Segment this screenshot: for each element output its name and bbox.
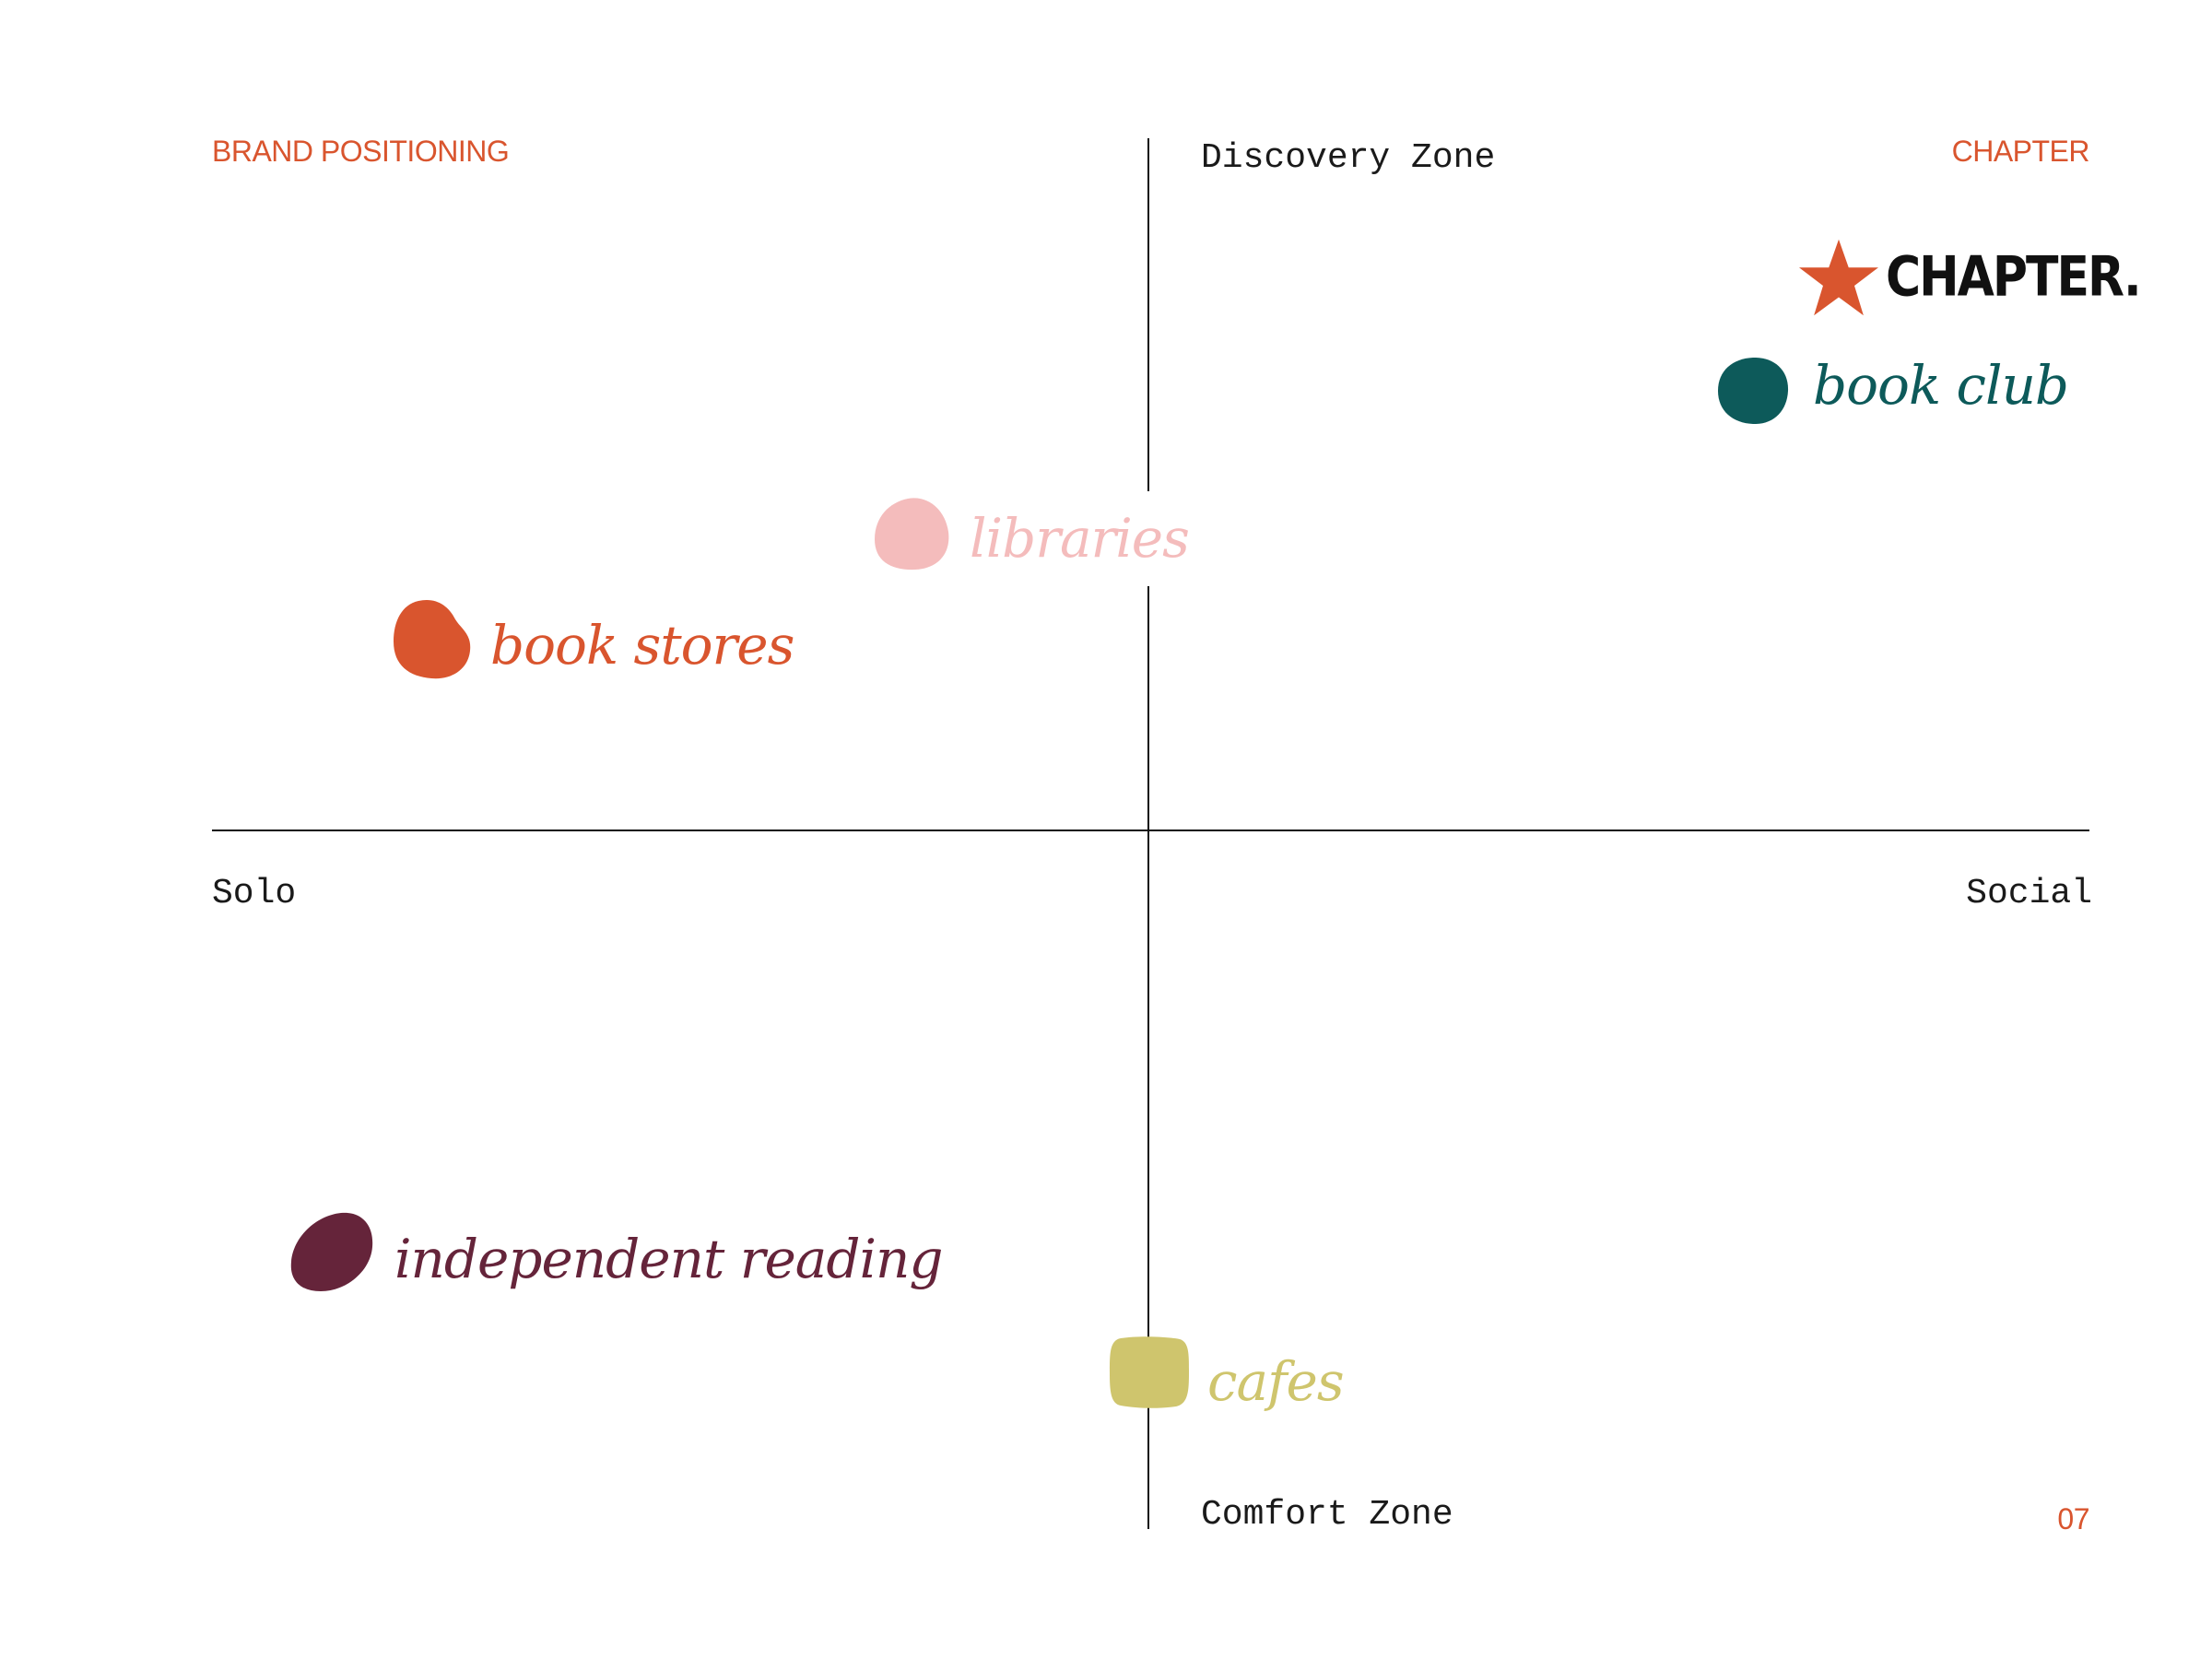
cafes-marker <box>1110 1336 1189 1408</box>
horizontal-axis <box>212 830 2089 831</box>
independent-reading-label: independent reading <box>394 1228 944 1290</box>
brand-marker: CHAPTER. <box>1797 236 2142 319</box>
page-number: 07 <box>2057 1502 2089 1535</box>
libraries-marker <box>875 498 949 571</box>
book-club-marker <box>1718 357 1789 425</box>
book-stores-label: book stores <box>490 614 794 677</box>
page-brand-title: CHAPTER <box>1951 135 2090 168</box>
libraries-label: libraries <box>970 507 1190 570</box>
axis-label-right: Social <box>1966 874 2092 913</box>
axis-label-top: Discovery Zone <box>1201 138 1496 178</box>
star-icon <box>1799 239 1878 316</box>
vertical-axis-lower <box>1147 586 1149 1529</box>
brand-name: CHAPTER. <box>1886 245 2142 310</box>
book-stores-marker <box>394 599 471 679</box>
axis-label-left: Solo <box>212 874 297 913</box>
page-section-title: BRAND POSITIONING <box>212 135 510 168</box>
vertical-axis-upper <box>1147 138 1149 491</box>
independent-reading-marker <box>290 1212 373 1291</box>
book-club-label: book club <box>1813 354 2069 417</box>
cafes-label: cafes <box>1207 1350 1345 1413</box>
axis-label-bottom: Comfort Zone <box>1201 1495 1453 1535</box>
